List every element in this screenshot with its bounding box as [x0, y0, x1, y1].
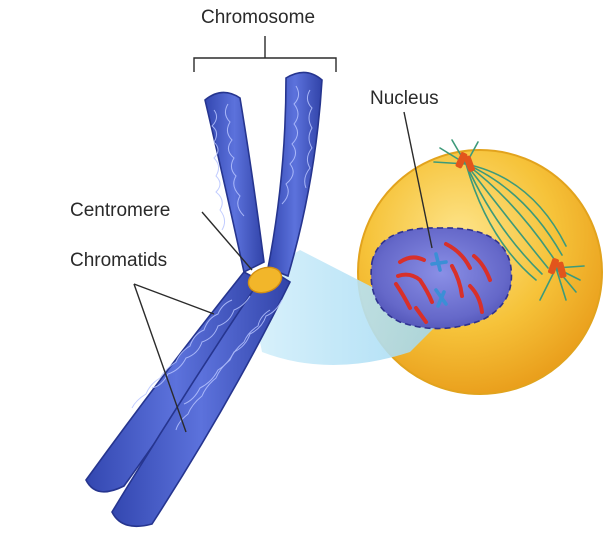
centromere — [247, 266, 283, 294]
chromatid-left-upper-arm — [204, 91, 265, 274]
chromosome-label: Chromosome — [201, 7, 315, 28]
chromosome-label-group: Chromosome — [193, 7, 337, 72]
chromatids-label: Chromatids — [70, 250, 167, 271]
centrosome-right — [548, 258, 567, 279]
chromosome — [85, 71, 323, 528]
centrosome-top — [455, 152, 475, 172]
chromatids-leader-a — [133, 283, 215, 315]
nucleus-leader — [403, 111, 433, 249]
centromere-label-group: Centromere — [70, 200, 253, 271]
nucleus — [370, 227, 513, 330]
centromere-leader — [201, 211, 253, 271]
chromatid-right-upper-arm — [267, 71, 323, 278]
mini-chromosomes — [394, 242, 492, 324]
chromatids-leader-b — [133, 283, 187, 433]
chromatids-label-group: Chromatids — [70, 250, 215, 433]
chromosome-bracket — [193, 36, 337, 72]
zoom-cone — [248, 250, 440, 365]
chromatin-texture — [131, 85, 313, 431]
nucleus-label: Nucleus — [370, 88, 439, 109]
nucleus-label-group: Nucleus — [370, 88, 439, 249]
centromere-label: Centromere — [70, 200, 170, 221]
